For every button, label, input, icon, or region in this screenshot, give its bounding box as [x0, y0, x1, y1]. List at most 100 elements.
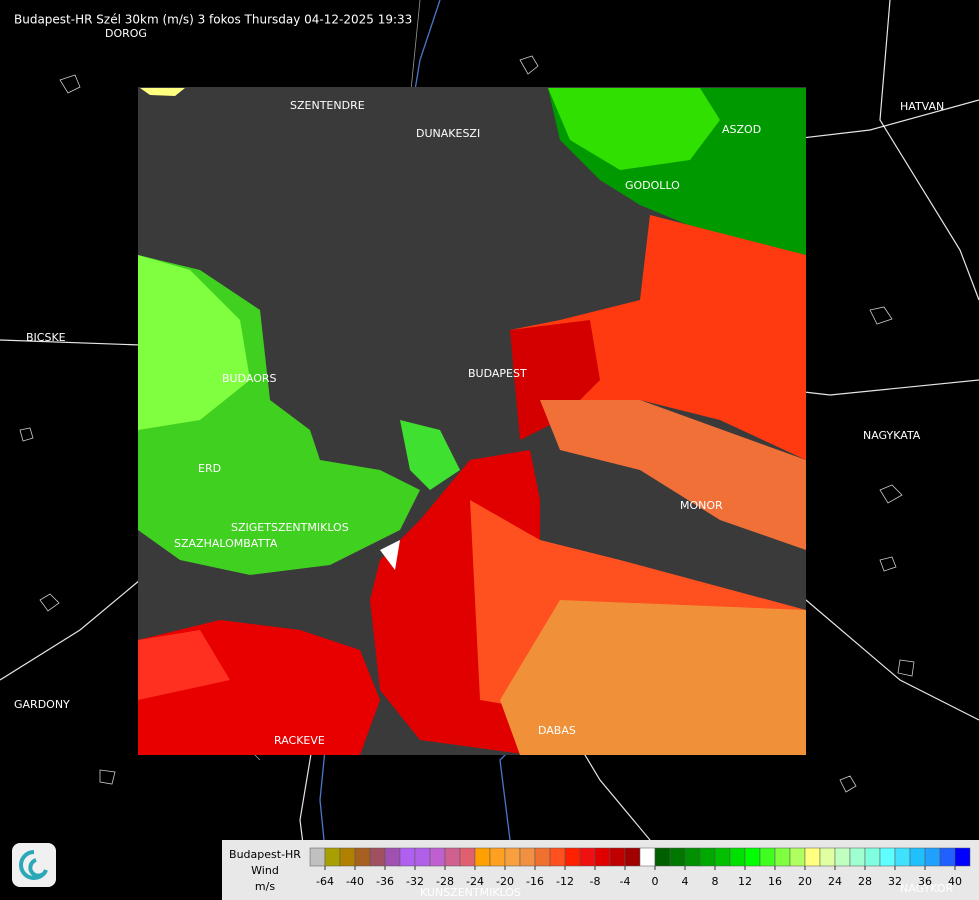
- place-label: HATVAN: [900, 100, 944, 113]
- legend-tick-label: 8: [712, 875, 719, 888]
- echo-orange: [540, 400, 806, 550]
- place-label: ASZOD: [722, 123, 761, 136]
- legend-tick-label: 12: [738, 875, 752, 888]
- legend-swatch: [399, 847, 416, 867]
- legend-swatch: [729, 847, 746, 867]
- legend-swatch: [714, 847, 731, 867]
- place-label: BUDAORS: [222, 372, 277, 385]
- legend-swatch: [699, 847, 716, 867]
- legend-swatch: [369, 847, 386, 867]
- legend-swatch: [429, 847, 446, 867]
- legend-swatch: [354, 847, 371, 867]
- legend-swatch: [819, 847, 836, 867]
- place-label: DUNAKESZI: [416, 127, 480, 140]
- legend-quantity: Wind: [251, 864, 279, 877]
- legend-swatch: [594, 847, 611, 867]
- legend-swatch: [654, 847, 671, 867]
- road: [879, 0, 979, 301]
- legend-swatch: [624, 847, 641, 867]
- legend-swatch: [939, 847, 956, 867]
- legend-swatch: [309, 847, 326, 867]
- legend-tick-label: 36: [918, 875, 932, 888]
- legend-swatch: [669, 847, 686, 867]
- echo-green: [138, 255, 250, 430]
- legend-tick-label: -8: [590, 875, 601, 888]
- legend-tick-label: -20: [496, 875, 514, 888]
- place-label: SZENTENDRE: [290, 99, 365, 112]
- echo-green: [548, 88, 720, 170]
- legend-swatch: [384, 847, 401, 867]
- legend-tick-label: -36: [376, 875, 394, 888]
- legend-swatch: [954, 847, 971, 867]
- legend-swatch: [924, 847, 941, 867]
- title: Budapest-HR Szél 30km (m/s) 3 fokos Thur…: [14, 13, 412, 27]
- legend-tick-label: -4: [620, 875, 631, 888]
- legend-swatch: [414, 847, 431, 867]
- legend-unit: m/s: [255, 880, 275, 893]
- legend-tick-label: 4: [682, 875, 689, 888]
- echo-red: [510, 215, 806, 460]
- logo: [12, 843, 56, 887]
- town-outlines: [19, 55, 915, 793]
- legend-swatch: [684, 847, 701, 867]
- legend-swatch: [549, 847, 566, 867]
- place-label: KUNSZENTMIKLOS: [420, 886, 521, 899]
- legend-swatch: [744, 847, 761, 867]
- legend-tick-label: 32: [888, 875, 902, 888]
- legend-swatch: [909, 847, 926, 867]
- legend-swatch: [579, 847, 596, 867]
- place-label: ERD: [198, 462, 221, 475]
- echo-red: [510, 320, 600, 440]
- legend-tick-label: 40: [948, 875, 962, 888]
- place-label: BUDAPEST: [468, 367, 527, 380]
- legend-swatch: [774, 847, 791, 867]
- legend-tick-label: -64: [316, 875, 334, 888]
- place-label: SZIGETSZENTMIKLOS: [231, 521, 349, 534]
- place-label: NAGYKATA: [863, 429, 921, 442]
- legend-swatch: [519, 847, 536, 867]
- place-label: RACKEVE: [274, 734, 325, 747]
- place-label: BICSKE: [26, 331, 66, 344]
- legend-tick-label: 20: [798, 875, 812, 888]
- legend-tick-label: -40: [346, 875, 364, 888]
- legend-tick-label: 24: [828, 875, 842, 888]
- legend-swatch: [894, 847, 911, 867]
- legend-title: Budapest-HR: [229, 848, 301, 861]
- legend-tick-label: -24: [466, 875, 484, 888]
- legend-swatch: [834, 847, 851, 867]
- echo-white: [380, 540, 400, 570]
- radar-field: [138, 87, 806, 755]
- place-label: GARDONY: [14, 698, 70, 711]
- legend-swatch: [864, 847, 881, 867]
- legend-swatch: [879, 847, 896, 867]
- legend-swatch: [339, 847, 356, 867]
- legend-tick-label: -12: [556, 875, 574, 888]
- legend-tick-label: 28: [858, 875, 872, 888]
- legend-swatch: [504, 847, 521, 867]
- legend-tick-label: 16: [768, 875, 782, 888]
- place-label: MONOR: [680, 499, 723, 512]
- place-label: SZAZHALOMBATTA: [174, 537, 278, 550]
- legend-swatch: [534, 847, 551, 867]
- legend-swatch: [609, 847, 626, 867]
- legend-tick-label: -16: [526, 875, 544, 888]
- legend-swatch: [459, 847, 476, 867]
- place-label: NAGYKOR: [900, 882, 954, 895]
- logo-box: [12, 843, 56, 887]
- legend-tick-label: -32: [406, 875, 424, 888]
- place-label: DABAS: [538, 724, 576, 737]
- place-label: GODOLLO: [625, 179, 680, 192]
- legend-swatch: [474, 847, 491, 867]
- legend-swatch: [444, 847, 461, 867]
- legend-swatch: [849, 847, 866, 867]
- echo-red: [138, 630, 230, 700]
- echo-orange: [500, 600, 806, 755]
- legend-swatch: [804, 847, 821, 867]
- legend-swatch: [489, 847, 506, 867]
- place-label: DOROG: [105, 27, 147, 40]
- legend-swatch: [564, 847, 581, 867]
- logo-swirl: [19, 850, 48, 880]
- legend-swatch: [639, 847, 656, 867]
